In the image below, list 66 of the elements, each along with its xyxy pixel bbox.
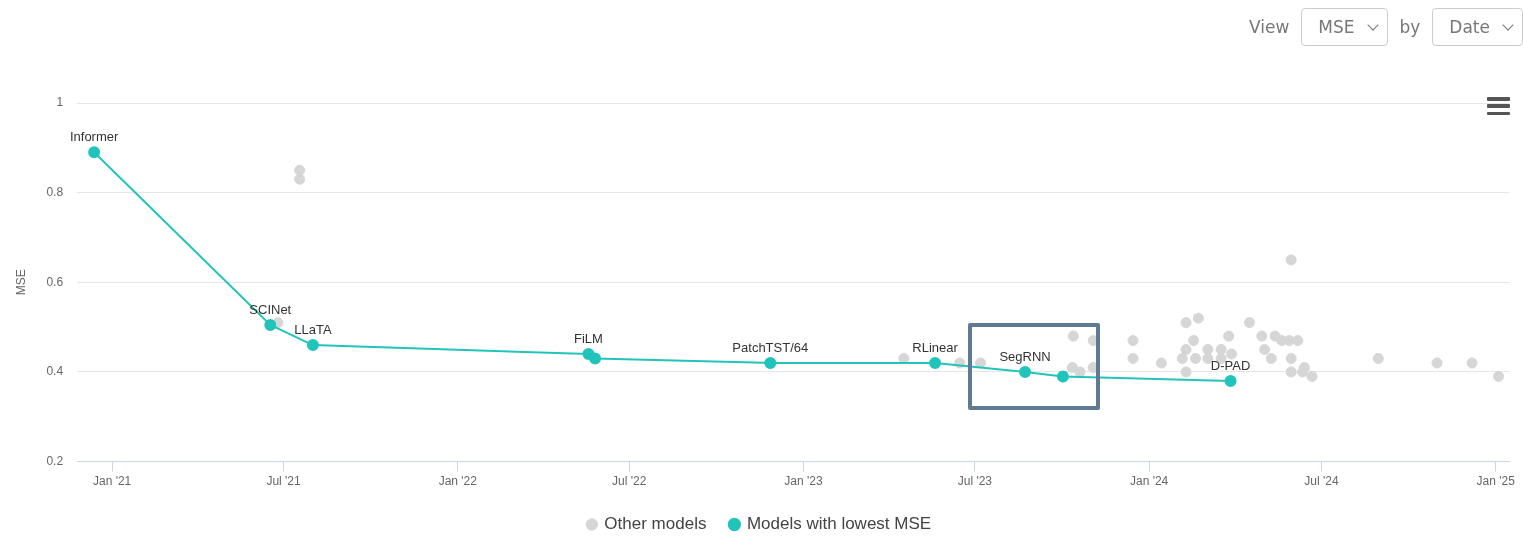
- point: [1292, 335, 1304, 347]
- annotation: D-PAD: [1210, 357, 1251, 373]
- x-tick-label: Jan '24: [1129, 474, 1169, 489]
- text: Date: [1449, 17, 1490, 37]
- y-tick-label: 0.6: [46, 274, 64, 289]
- point: [1180, 344, 1192, 356]
- point: [1431, 357, 1443, 369]
- point: [1285, 366, 1297, 378]
- legend-label: Other models: [604, 514, 707, 534]
- y-tick-label: 0.2: [46, 453, 64, 468]
- point: [1223, 330, 1235, 342]
- annotation: LLaTA: [294, 322, 332, 338]
- text: View: [1248, 17, 1290, 37]
- point: [1259, 344, 1271, 356]
- point: [1244, 317, 1256, 329]
- x-tick-label: Jan '23: [784, 474, 823, 489]
- point: [294, 164, 306, 176]
- point: [88, 146, 101, 159]
- point: [764, 356, 777, 369]
- x-tick-label: Jul '23: [957, 474, 993, 489]
- point: [1265, 353, 1277, 364]
- point: [1180, 366, 1192, 378]
- y-tick-label: 1: [56, 95, 64, 110]
- text: by: [1399, 17, 1421, 37]
- point: [1188, 335, 1200, 347]
- annotation: FiLM: [574, 331, 603, 347]
- point: [1127, 335, 1139, 347]
- point: [306, 339, 319, 352]
- annotation: PatchTST/64: [732, 340, 809, 356]
- x-tick-label: Jan '22: [438, 474, 478, 489]
- x-tick-label: Jan '25: [1476, 474, 1516, 489]
- annotation: RLinear: [912, 340, 959, 356]
- annotation: SegRNN: [999, 349, 1051, 365]
- point: [1155, 357, 1167, 369]
- point: [1224, 374, 1237, 387]
- point: [1192, 312, 1204, 324]
- point: [1226, 348, 1238, 360]
- point: [1056, 370, 1069, 383]
- x-tick-label: Jul '21: [266, 474, 302, 489]
- point: [1190, 353, 1202, 364]
- annotation: Informer: [69, 129, 119, 145]
- legend-label: Models with lowest MSE: [746, 514, 932, 534]
- y-axis-title: MSE: [13, 269, 28, 296]
- point: [1372, 353, 1384, 364]
- y-tick-label: 0.8: [46, 184, 64, 199]
- point: [1285, 353, 1297, 364]
- point: [1180, 317, 1192, 329]
- point: [1466, 357, 1478, 369]
- text: MSE: [1318, 17, 1355, 37]
- point: [975, 357, 987, 369]
- x-tick-label: Jul '22: [612, 474, 647, 489]
- point: [264, 318, 277, 331]
- x-tick-label: Jan '21: [92, 474, 132, 489]
- point: [1019, 365, 1032, 378]
- point: [1066, 361, 1078, 373]
- y-tick-label: 0.4: [46, 364, 64, 379]
- x-tick-label: Jul '24: [1304, 474, 1339, 489]
- point: [1067, 330, 1079, 342]
- point: [1285, 254, 1297, 266]
- point: [1256, 330, 1268, 342]
- point: [589, 352, 602, 365]
- point: [1306, 370, 1318, 382]
- point: [1493, 370, 1505, 382]
- point: [1127, 353, 1139, 364]
- point: [1176, 353, 1188, 364]
- point: [929, 356, 942, 369]
